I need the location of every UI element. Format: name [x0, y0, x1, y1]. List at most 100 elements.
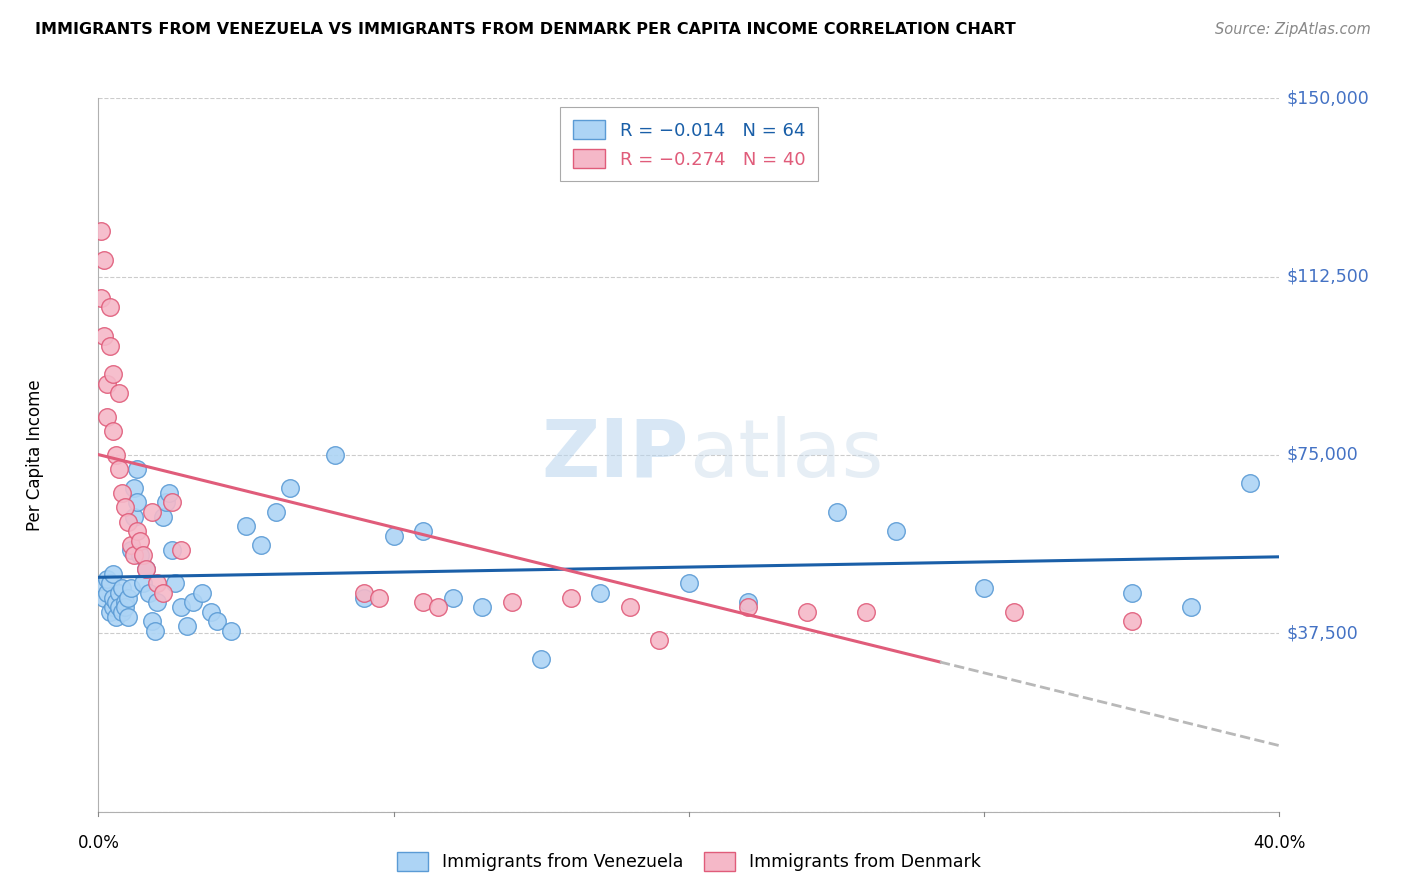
Point	[162, 543, 183, 558]
Point	[353, 586, 375, 600]
Point	[138, 586, 160, 600]
Point	[412, 595, 434, 609]
Point	[96, 376, 118, 391]
Point	[530, 652, 553, 666]
Point	[122, 548, 145, 562]
Point	[181, 595, 204, 609]
Point	[135, 562, 157, 576]
Point	[98, 605, 121, 619]
Point	[125, 462, 148, 476]
Point	[427, 600, 450, 615]
Text: $37,500: $37,500	[1286, 624, 1358, 642]
Legend: Immigrants from Venezuela, Immigrants from Denmark: Immigrants from Venezuela, Immigrants fr…	[387, 841, 991, 881]
Point	[176, 619, 198, 633]
Point	[103, 424, 125, 438]
Point	[146, 576, 169, 591]
Point	[128, 548, 150, 562]
Point	[165, 576, 187, 591]
Point	[973, 581, 995, 595]
Point	[96, 409, 118, 424]
Point	[884, 524, 907, 538]
Point	[205, 615, 228, 629]
Point	[157, 486, 180, 500]
Point	[1121, 586, 1143, 600]
Point	[441, 591, 464, 605]
Point	[93, 252, 115, 267]
Text: Per Capita Income: Per Capita Income	[27, 379, 44, 531]
Point	[278, 481, 302, 495]
Point	[264, 505, 287, 519]
Point	[152, 509, 174, 524]
Text: $150,000: $150,000	[1286, 89, 1369, 107]
Point	[250, 538, 273, 552]
Point	[855, 605, 877, 619]
Point	[737, 595, 759, 609]
Point	[120, 538, 142, 552]
Point	[93, 591, 115, 605]
Point	[1002, 605, 1025, 619]
Point	[105, 448, 128, 462]
Text: $112,500: $112,500	[1286, 268, 1369, 285]
Point	[120, 543, 142, 558]
Point	[1180, 600, 1202, 615]
Point	[135, 562, 157, 576]
Point	[825, 505, 848, 519]
Point	[125, 495, 148, 509]
Point	[200, 605, 222, 619]
Point	[353, 591, 375, 605]
Point	[412, 524, 434, 538]
Point	[382, 529, 405, 543]
Point	[122, 481, 145, 495]
Point	[235, 519, 257, 533]
Point	[162, 495, 183, 509]
Point	[93, 329, 115, 343]
Point	[128, 533, 150, 548]
Point	[111, 581, 134, 595]
Point	[111, 605, 134, 619]
Point	[648, 633, 671, 648]
Point	[98, 301, 121, 315]
Point	[122, 509, 145, 524]
Point	[146, 595, 169, 609]
Point	[191, 586, 214, 600]
Point	[796, 605, 818, 619]
Point	[103, 591, 125, 605]
Point	[108, 600, 131, 615]
Point	[108, 586, 131, 600]
Text: 0.0%: 0.0%	[77, 834, 120, 852]
Point	[114, 600, 136, 615]
Point	[323, 448, 346, 462]
Point	[219, 624, 242, 638]
Point	[368, 591, 391, 605]
Text: Source: ZipAtlas.com: Source: ZipAtlas.com	[1215, 22, 1371, 37]
Point	[141, 505, 163, 519]
Point	[1121, 615, 1143, 629]
Point	[105, 609, 128, 624]
Text: $75,000: $75,000	[1286, 446, 1358, 464]
Point	[120, 581, 142, 595]
Point	[96, 572, 118, 586]
Point	[114, 500, 136, 515]
Point	[98, 576, 121, 591]
Point	[117, 609, 139, 624]
Point	[111, 486, 134, 500]
Point	[108, 386, 131, 401]
Text: 40.0%: 40.0%	[1253, 834, 1306, 852]
Point	[143, 624, 166, 638]
Point	[90, 291, 112, 305]
Point	[501, 595, 523, 609]
Point	[117, 515, 139, 529]
Text: ZIP: ZIP	[541, 416, 689, 494]
Point	[125, 524, 148, 538]
Point	[152, 586, 174, 600]
Point	[132, 576, 155, 591]
Point	[141, 615, 163, 629]
Point	[103, 566, 125, 581]
Point	[103, 600, 125, 615]
Point	[108, 462, 131, 476]
Point	[589, 586, 612, 600]
Point	[155, 495, 177, 509]
Text: IMMIGRANTS FROM VENEZUELA VS IMMIGRANTS FROM DENMARK PER CAPITA INCOME CORRELATI: IMMIGRANTS FROM VENEZUELA VS IMMIGRANTS …	[35, 22, 1017, 37]
Point	[619, 600, 641, 615]
Point	[90, 581, 112, 595]
